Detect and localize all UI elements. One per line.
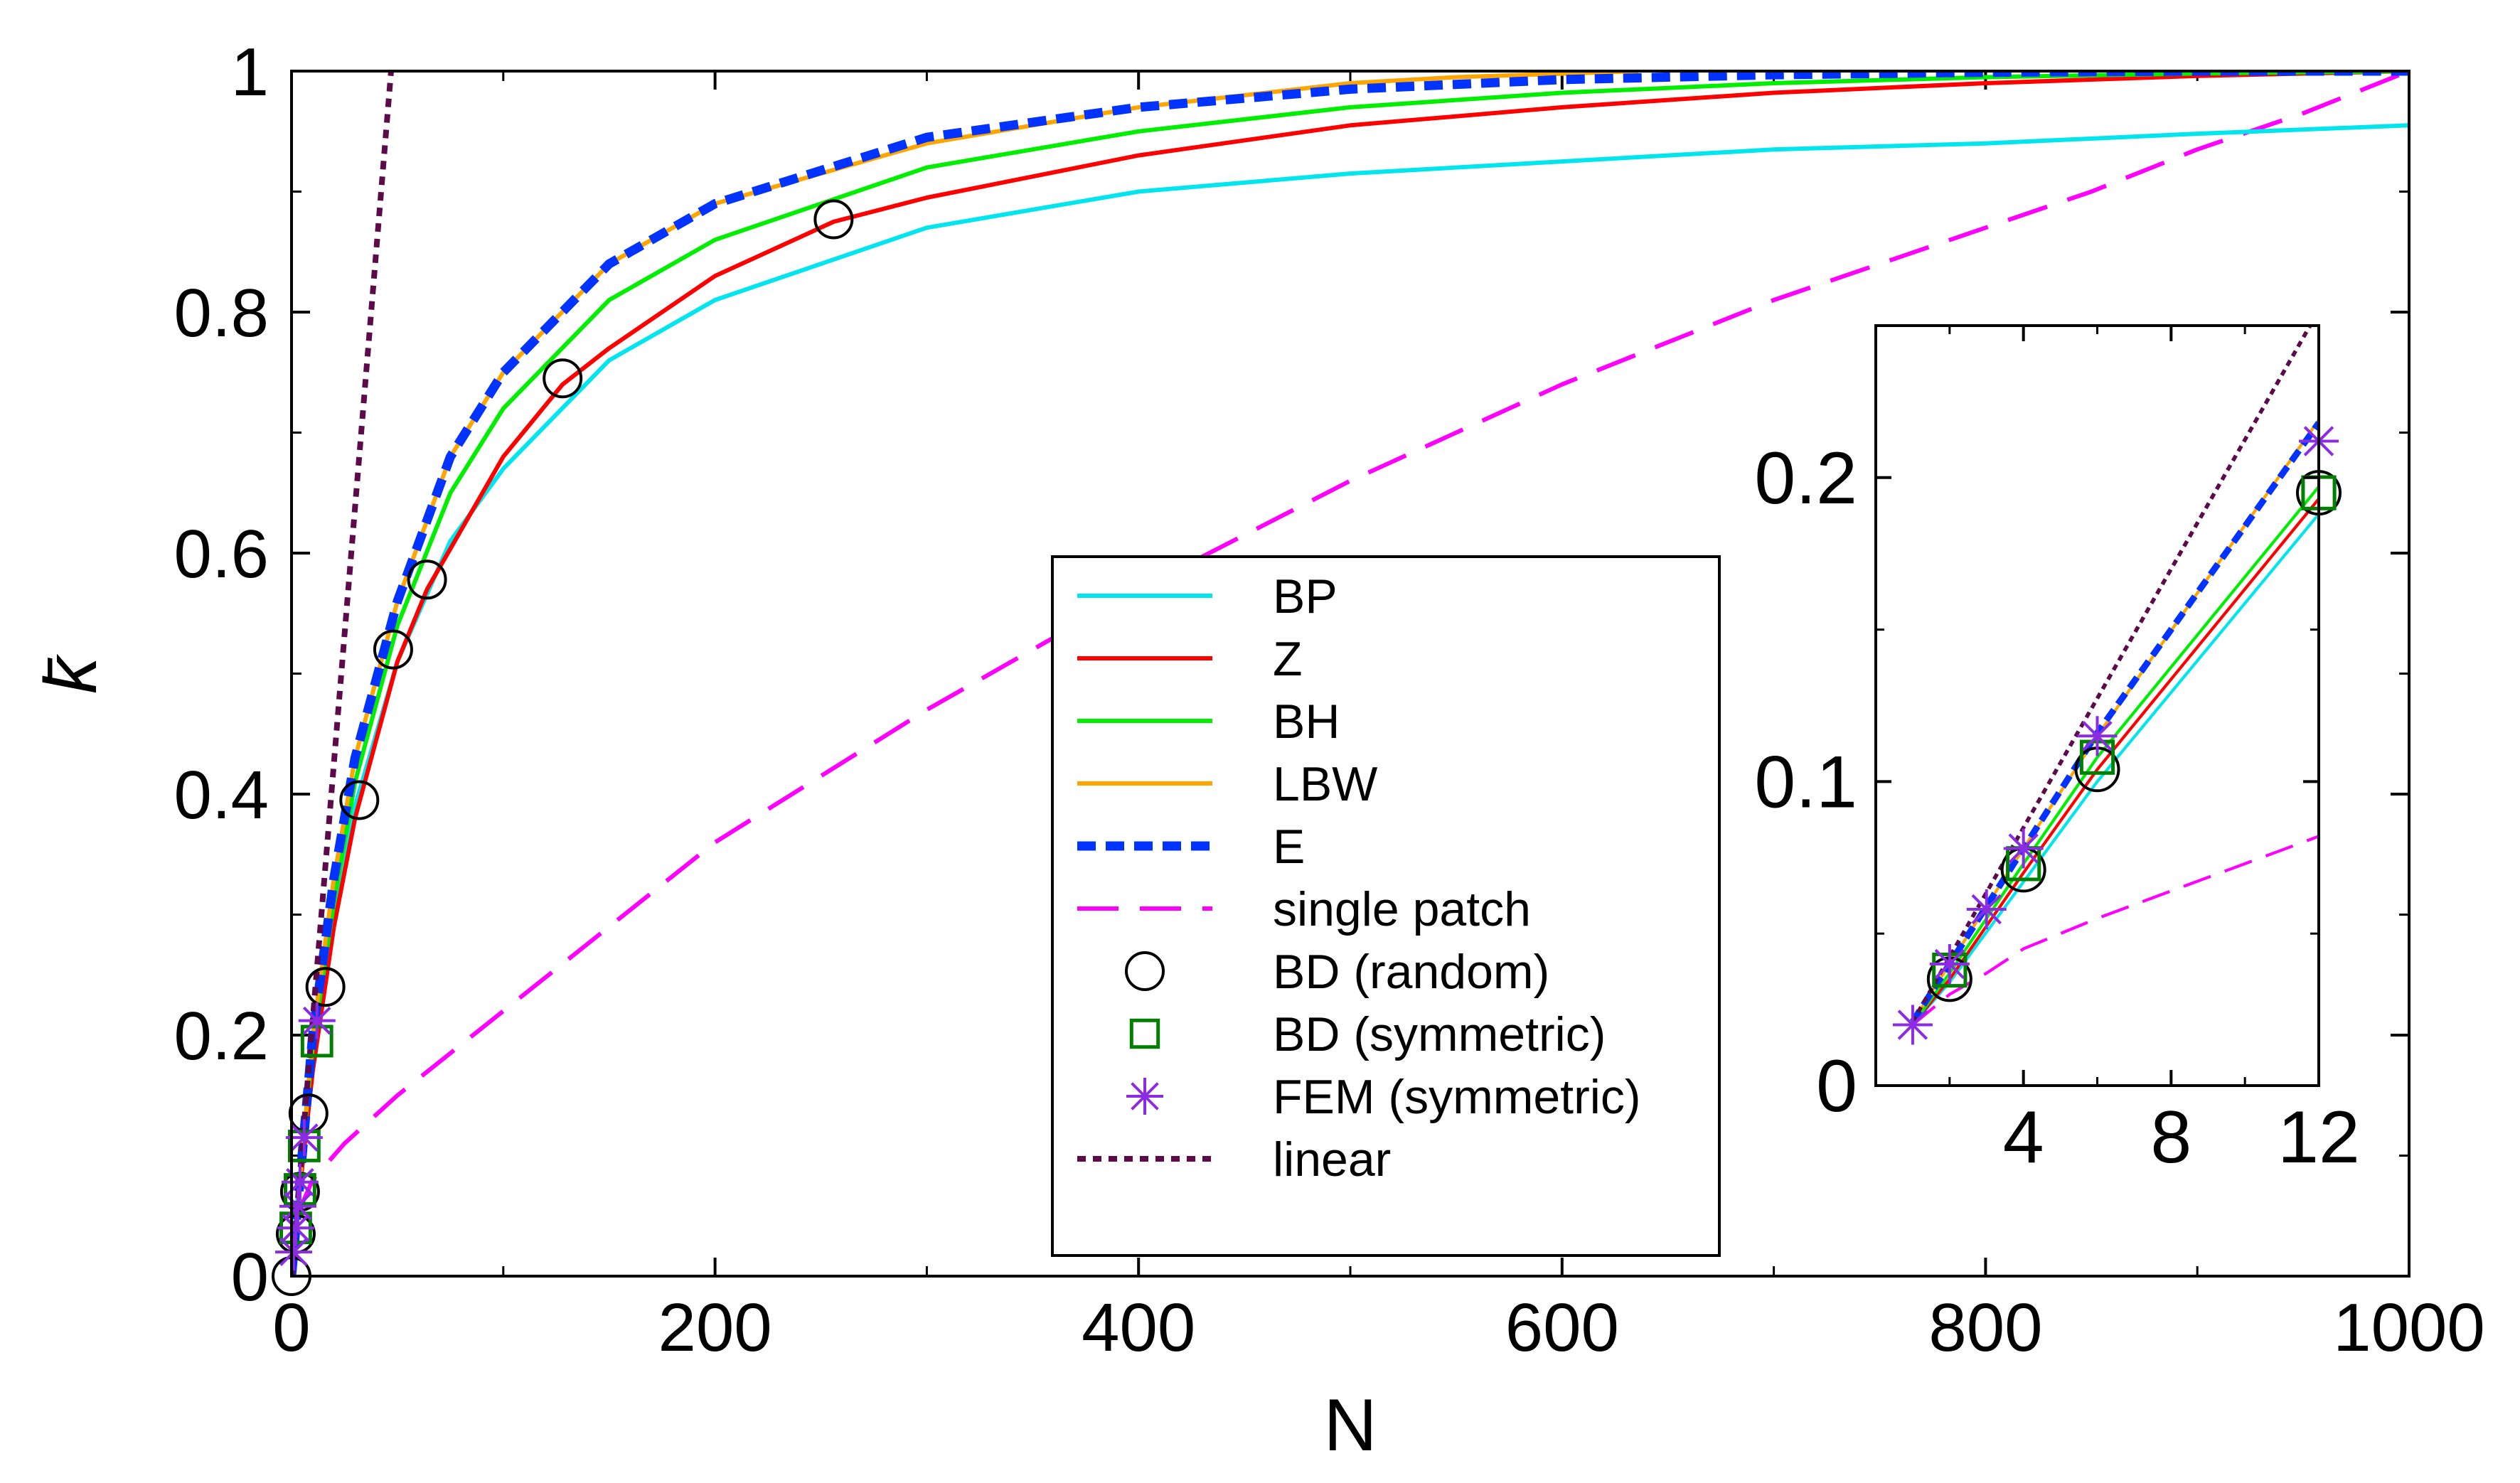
legend-label-bp: BP <box>1273 569 1338 623</box>
main-plot-frame <box>290 70 2410 1278</box>
x-tick-label: 0 <box>272 1290 310 1366</box>
y-tick-label: 1 <box>231 34 269 110</box>
legend-label-bh: BH <box>1273 695 1340 749</box>
inset-y-tick-label: 0.1 <box>1754 741 1857 823</box>
data-point-bd-random <box>373 629 413 670</box>
series-line-linear <box>292 71 394 1276</box>
inset-series-line-z <box>1911 498 2319 1026</box>
x-tick-label: 400 <box>1082 1290 1195 1366</box>
x-tick-label: 600 <box>1505 1290 1619 1366</box>
y-tick-label: 0.8 <box>174 275 269 351</box>
x-axis-title: N <box>1323 1384 1377 1467</box>
legend-label-linear: linear <box>1273 1133 1391 1187</box>
legend-label-e: E <box>1273 820 1305 874</box>
legend-label-lbw: LBW <box>1273 757 1377 811</box>
data-point-fem-symmetric <box>274 1233 312 1271</box>
legend-marker-bd-random <box>1125 951 1165 991</box>
x-tick-label: 800 <box>1928 1290 2042 1366</box>
data-point-bd-random <box>305 967 346 1007</box>
data-point-fem-symmetric <box>298 1002 336 1039</box>
data-point-bd-random <box>813 199 854 240</box>
y-tick-label: 0.4 <box>174 757 269 833</box>
legend-marker-fem-symmetric <box>1126 1078 1163 1115</box>
inset-x-tick-label: 8 <box>2150 1096 2191 1179</box>
inset-data-point-fem-symmetric <box>1929 943 1970 984</box>
legend-label-single-patch: single patch <box>1273 882 1531 936</box>
x-tick-label: 200 <box>658 1290 772 1366</box>
y-tick-label: 0.2 <box>174 998 269 1074</box>
y-tick-label: 0.6 <box>174 516 269 592</box>
legend-label-bd-symmetric: BD (symmetric) <box>1273 1007 1606 1061</box>
inset-y-tick-label: 0 <box>1816 1045 1857 1128</box>
inset-data-point-fem-symmetric <box>2003 828 2044 869</box>
inset-plot: 4 8 12 0 0.1 0.2 <box>1754 324 2360 1179</box>
inset-data-point-fem-symmetric <box>1892 1005 1933 1045</box>
data-point-bd-random <box>339 780 380 820</box>
legend-marker-bd-symmetric <box>1129 1018 1160 1049</box>
legend-label-bd-random: BD (random) <box>1273 945 1549 999</box>
legend-label-z: Z <box>1273 632 1303 686</box>
inset-x-tick-label: 12 <box>2278 1096 2360 1179</box>
inset-y-tick-label: 0.2 <box>1754 437 1857 520</box>
data-point-fem-symmetric <box>281 1163 319 1201</box>
x-tick-label: 1000 <box>2333 1290 2485 1366</box>
data-point-bd-random <box>543 358 583 399</box>
y-tick-label: 0 <box>231 1239 269 1315</box>
inset-data-point-fem-symmetric <box>2077 716 2118 756</box>
y-axis-title: k̄ <box>30 653 112 694</box>
inset-data-point-fem-symmetric <box>1966 889 2007 929</box>
data-point-fem-symmetric <box>279 1187 316 1225</box>
main-plot: 0 200 400 600 800 1000 0 0.2 0.4 0.6 0.8 1 Nk̄ <box>30 34 2485 1467</box>
data-point-fem-symmetric <box>277 1209 314 1247</box>
inset-x-tick-label: 4 <box>2003 1096 2044 1179</box>
data-point-bd-random <box>407 560 447 600</box>
legend-box <box>1051 555 1721 1257</box>
inset-series-line-single-patch <box>1911 835 2319 1027</box>
legend-label-fem-symmetric: FEM (symmetric) <box>1273 1070 1640 1124</box>
